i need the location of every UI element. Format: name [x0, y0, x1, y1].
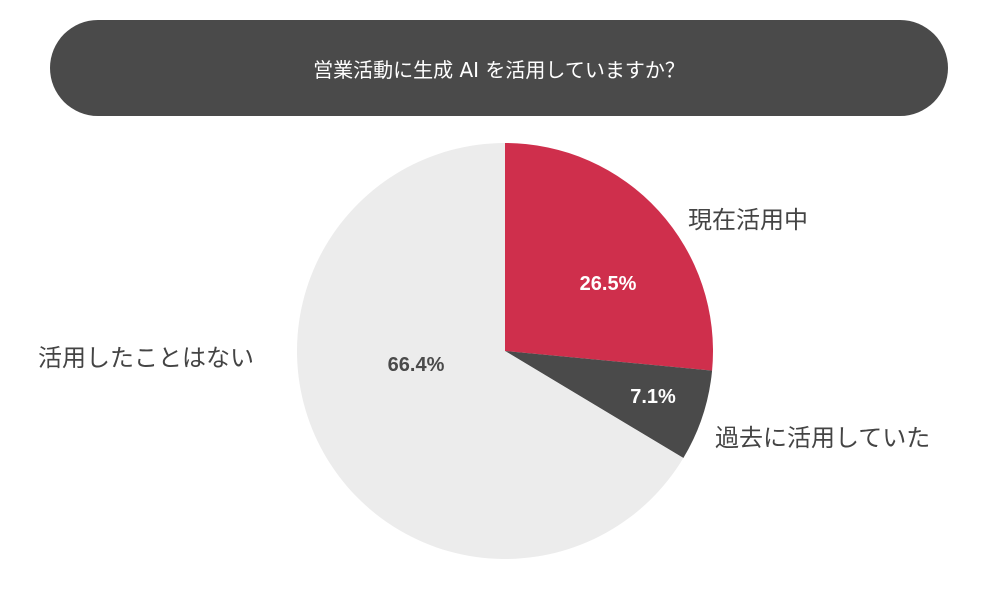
slice-value-label-1: 7.1% [630, 386, 676, 408]
title-banner: 営業活動に生成 AI を活用していますか？ [50, 20, 948, 116]
category-label-past: 過去に活用していた [715, 424, 931, 452]
pie-slice-0 [505, 143, 713, 371]
pie-slice-2 [296, 143, 684, 559]
pie-slice-1 [505, 351, 713, 459]
chart-title: 営業活動に生成 AI を活用していますか？ [313, 57, 685, 82]
slice-value-label-2: 66.4% [388, 354, 445, 376]
category-label-current: 現在活用中 [688, 206, 808, 234]
slice-value-label-0: 26.5% [580, 273, 637, 295]
category-label-never: 活用したことはない [38, 344, 254, 372]
